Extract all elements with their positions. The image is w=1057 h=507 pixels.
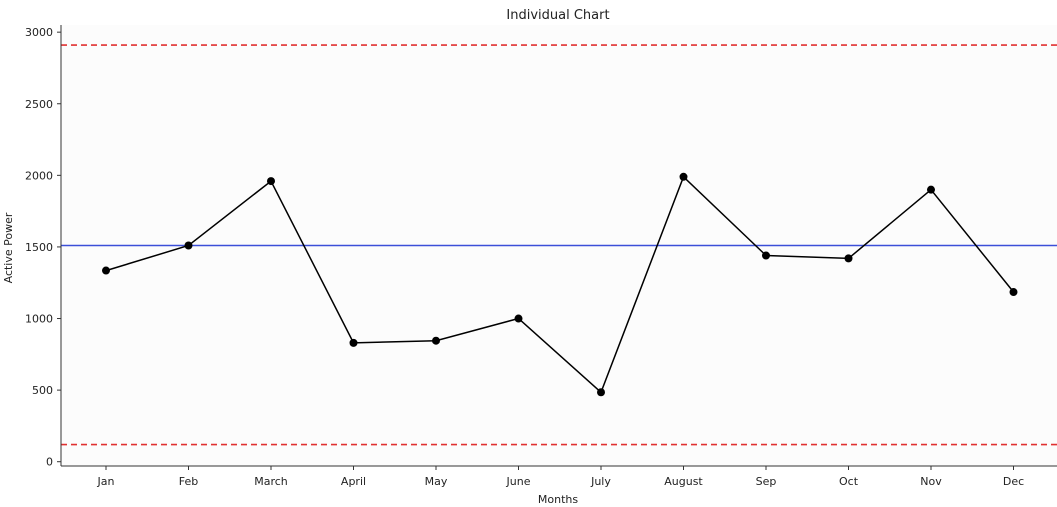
- x-tick-label: May: [425, 475, 448, 488]
- y-tick-label: 3000: [25, 26, 53, 39]
- x-tick-label: March: [254, 475, 288, 488]
- data-point: [597, 388, 605, 397]
- data-point: [514, 314, 523, 323]
- data-point: [927, 185, 935, 194]
- y-tick-label: 500: [32, 384, 53, 397]
- y-tick-label: 2500: [25, 98, 53, 111]
- data-point: [267, 177, 275, 186]
- data-point: [432, 336, 440, 345]
- series-line: [105, 175, 1015, 394]
- series-layer: [102, 172, 1018, 397]
- x-tick-label: Sep: [756, 475, 777, 488]
- y-tick-label: 1500: [25, 241, 53, 254]
- reference-lines: [61, 44, 1057, 446]
- x-tick-label: July: [590, 475, 611, 488]
- x-tick-label: Feb: [179, 475, 198, 488]
- data-point: [762, 251, 770, 260]
- data-point: [102, 266, 110, 275]
- y-tick-label: 0: [46, 456, 53, 469]
- x-tick-label: Jan: [97, 475, 115, 488]
- data-point: [1009, 288, 1018, 297]
- x-tick-label: August: [664, 475, 703, 488]
- x-tick-label: April: [341, 475, 366, 488]
- y-tick-label: 1000: [25, 313, 53, 326]
- data-point: [184, 241, 193, 250]
- x-tick-label: June: [506, 475, 531, 488]
- data-point: [349, 338, 358, 347]
- axes: 0 500 1000 1500 2000 2500 3000 Jan Feb March April…: [25, 25, 1057, 488]
- data-point: [679, 172, 688, 181]
- data-point: [844, 254, 853, 263]
- y-axis-label: Active Power: [2, 212, 15, 283]
- y-tick-label: 2000: [25, 169, 53, 182]
- chart-title: Individual Chart: [506, 8, 609, 23]
- x-tick-label: Oct: [839, 475, 859, 488]
- x-axis-label: Months: [538, 493, 578, 506]
- x-tick-label: Nov: [920, 475, 942, 488]
- x-tick-label: Dec: [1003, 475, 1024, 488]
